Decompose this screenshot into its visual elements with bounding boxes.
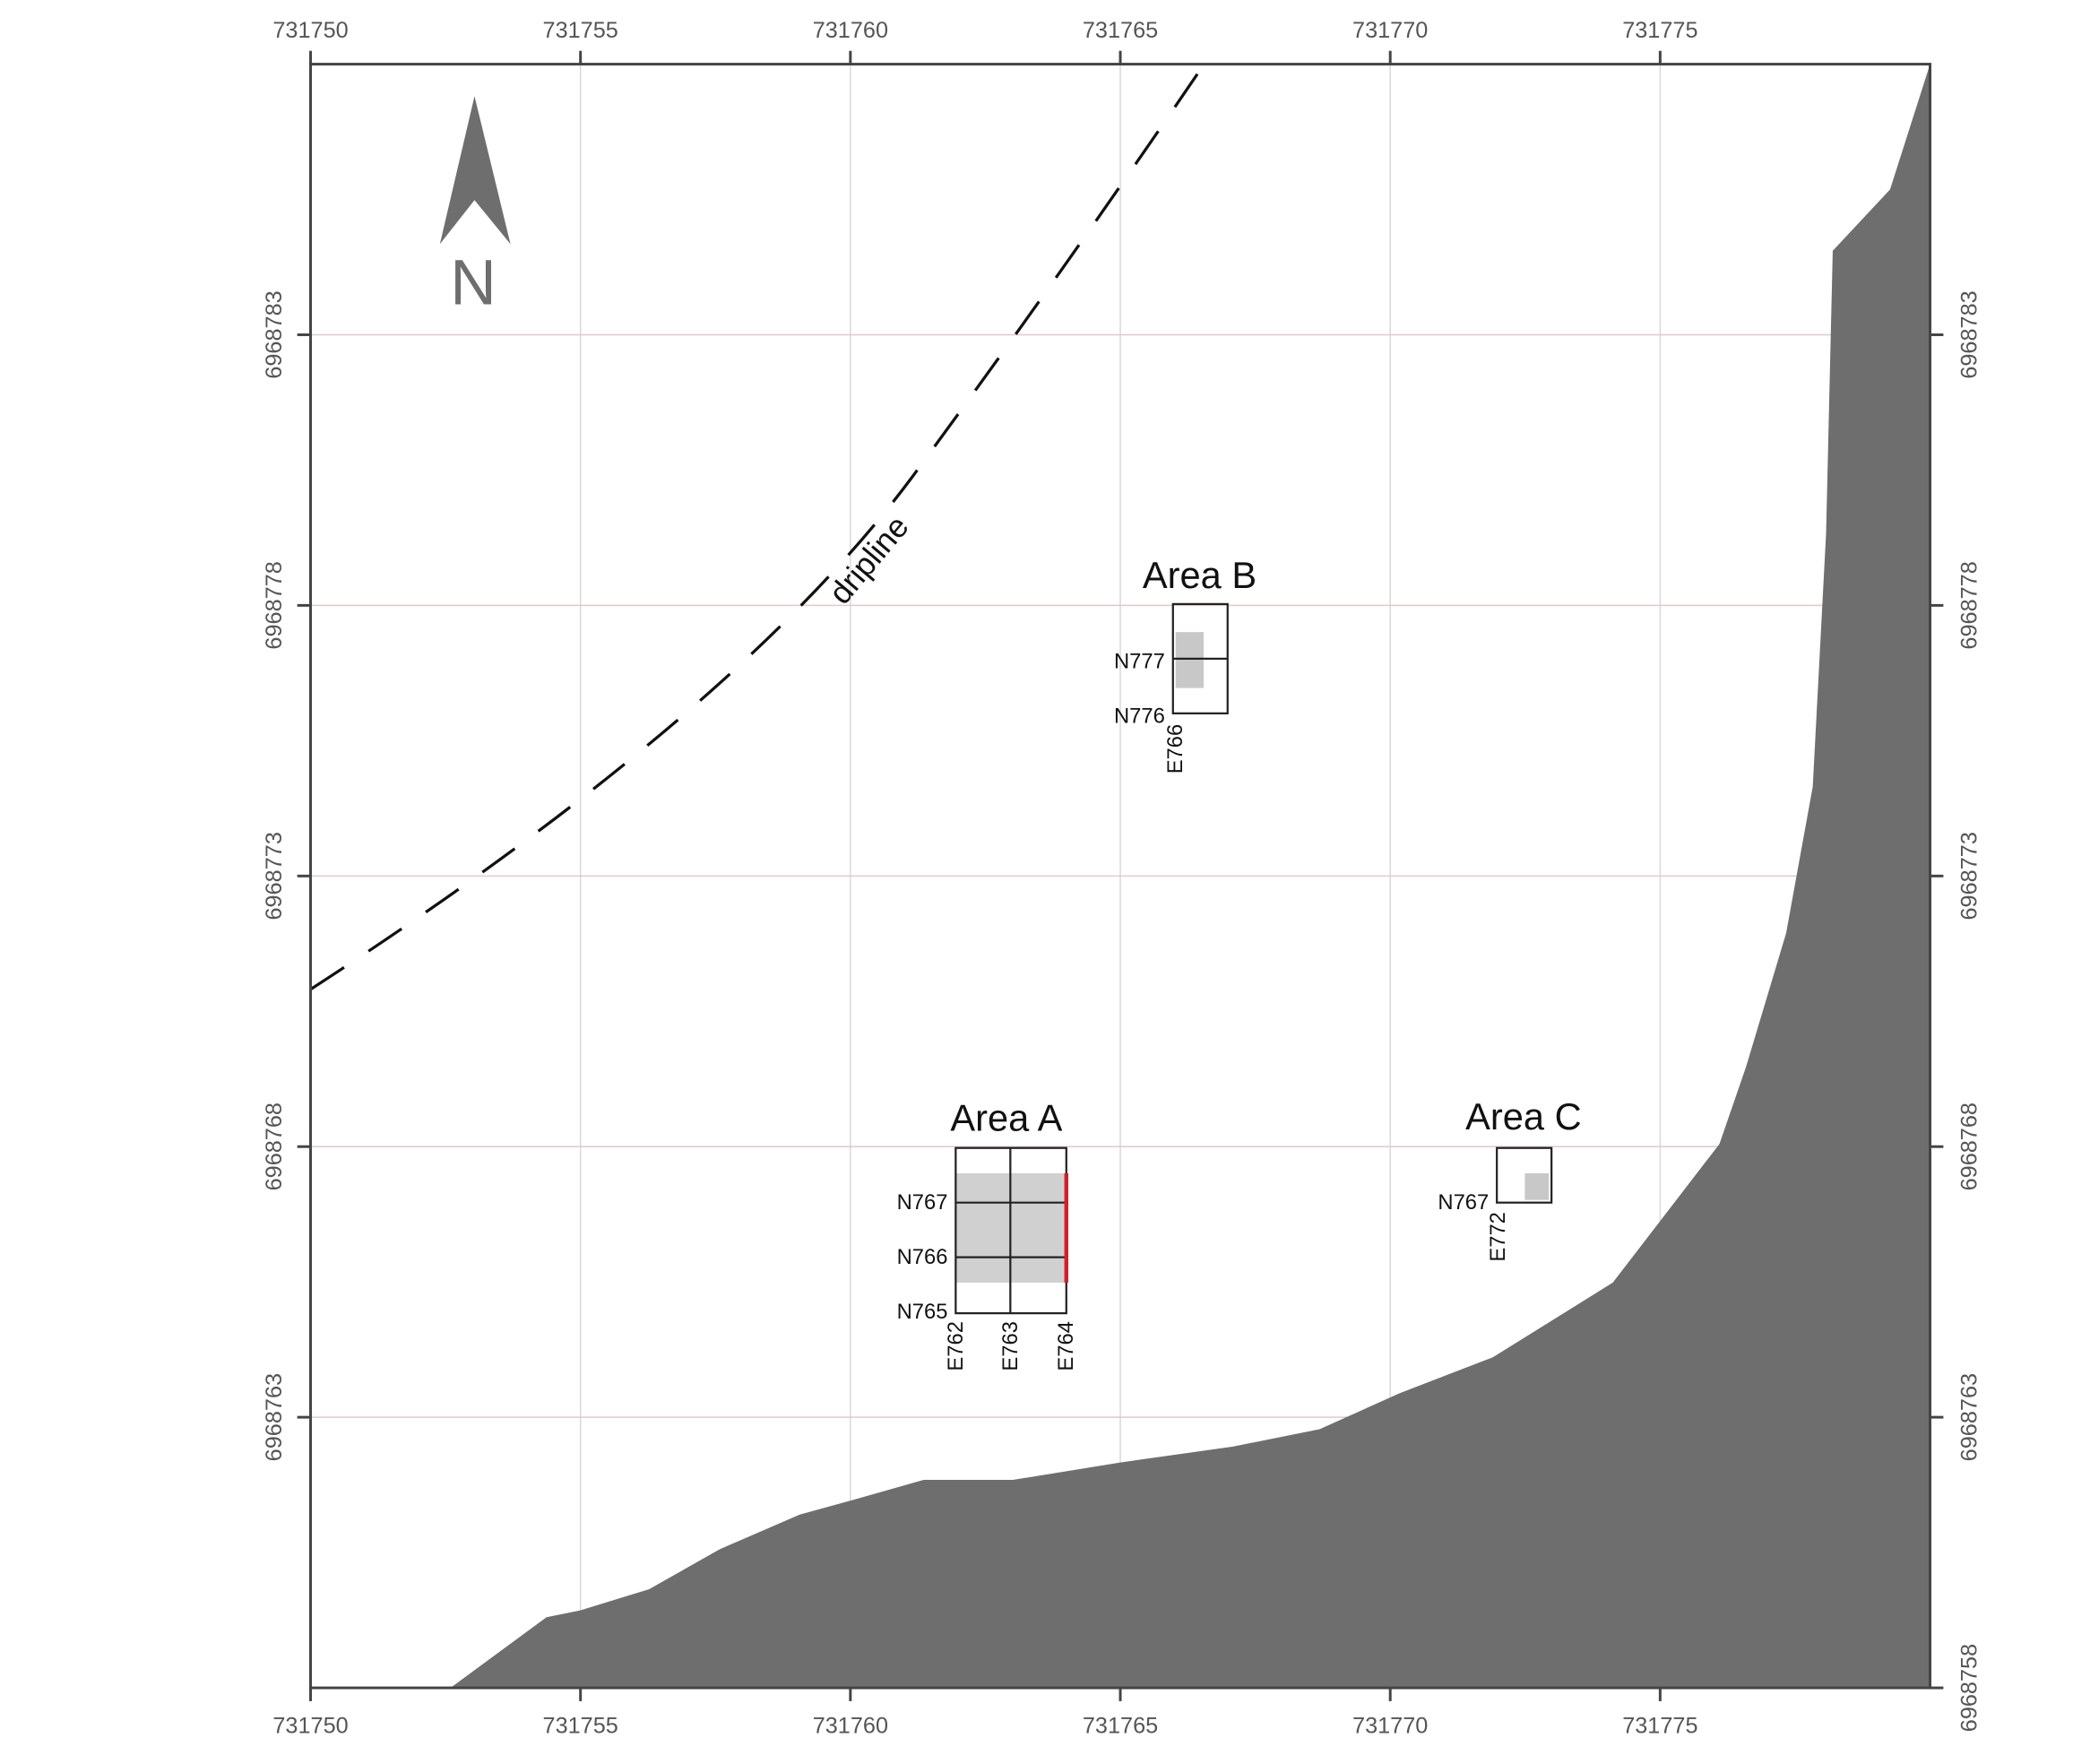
area-title: Area A [950,1096,1062,1138]
y-tick-label: 6968773 [1957,832,1982,920]
x-tick-label: 731760 [813,18,888,43]
x-tick-label: 731755 [543,18,618,43]
area-title: Area B [1143,554,1257,596]
x-tick-label: 731770 [1352,1714,1428,1739]
col-label: E766 [1163,724,1188,774]
y-tick-label: 6968758 [1957,1644,1982,1732]
col-label: E764 [1054,1321,1078,1371]
dripline [309,65,1204,991]
x-tick-label: 731765 [1083,18,1158,43]
row-label: N767 [897,1190,948,1215]
row-label: N767 [1438,1190,1489,1215]
y-tick-label: 6968778 [262,561,287,649]
col-label: E763 [998,1321,1023,1371]
area-title: Area C [1465,1095,1582,1137]
dripline-label: dripline [822,509,916,611]
area-c: Area C N767 E772 [1438,1095,1581,1262]
row-label: N776 [1114,704,1165,728]
x-tick-label: 731750 [272,18,348,43]
y-tick-label: 6968768 [1957,1102,1982,1190]
y-tick-label: 6968773 [262,832,287,920]
excavated [1524,1172,1550,1200]
grid-square [1496,1146,1553,1204]
excavated [1175,632,1204,688]
y-tick-label: 6968783 [262,290,287,378]
area-a: Area A N767 N766 N765 E762 E763 E764 [897,1096,1079,1371]
x-tick-label: 731760 [813,1714,888,1739]
cliff [450,64,1930,1689]
y-tick-label: 6968763 [1957,1373,1982,1461]
x-tick-label: 731765 [1083,1714,1158,1739]
col-label: E772 [1486,1212,1510,1262]
north-arrow [439,96,511,245]
col-label: E762 [944,1321,968,1371]
row-label: N777 [1114,649,1165,673]
area-b: Area B N777 N776 E766 [1114,554,1257,774]
row-label: N765 [897,1300,948,1324]
y-tick-label: 6968783 [1957,290,1982,378]
axes: 731750 731750 731755 731755 731760 731760 7317… [262,18,1982,1739]
y-tick-label: 6968763 [262,1373,287,1461]
north-label: N [450,246,497,318]
x-tick-label: 731750 [272,1714,348,1739]
row-label: N766 [897,1245,948,1269]
x-tick-label: 731770 [1352,18,1428,43]
y-tick-label: 6968768 [262,1102,287,1190]
x-tick-label: 731755 [543,1714,618,1739]
x-tick-label: 731775 [1622,18,1697,43]
x-tick-label: 731775 [1622,1714,1697,1739]
grid-squares [1171,602,1229,714]
grid [309,64,1930,1689]
y-tick-label: 6968778 [1957,561,1982,649]
